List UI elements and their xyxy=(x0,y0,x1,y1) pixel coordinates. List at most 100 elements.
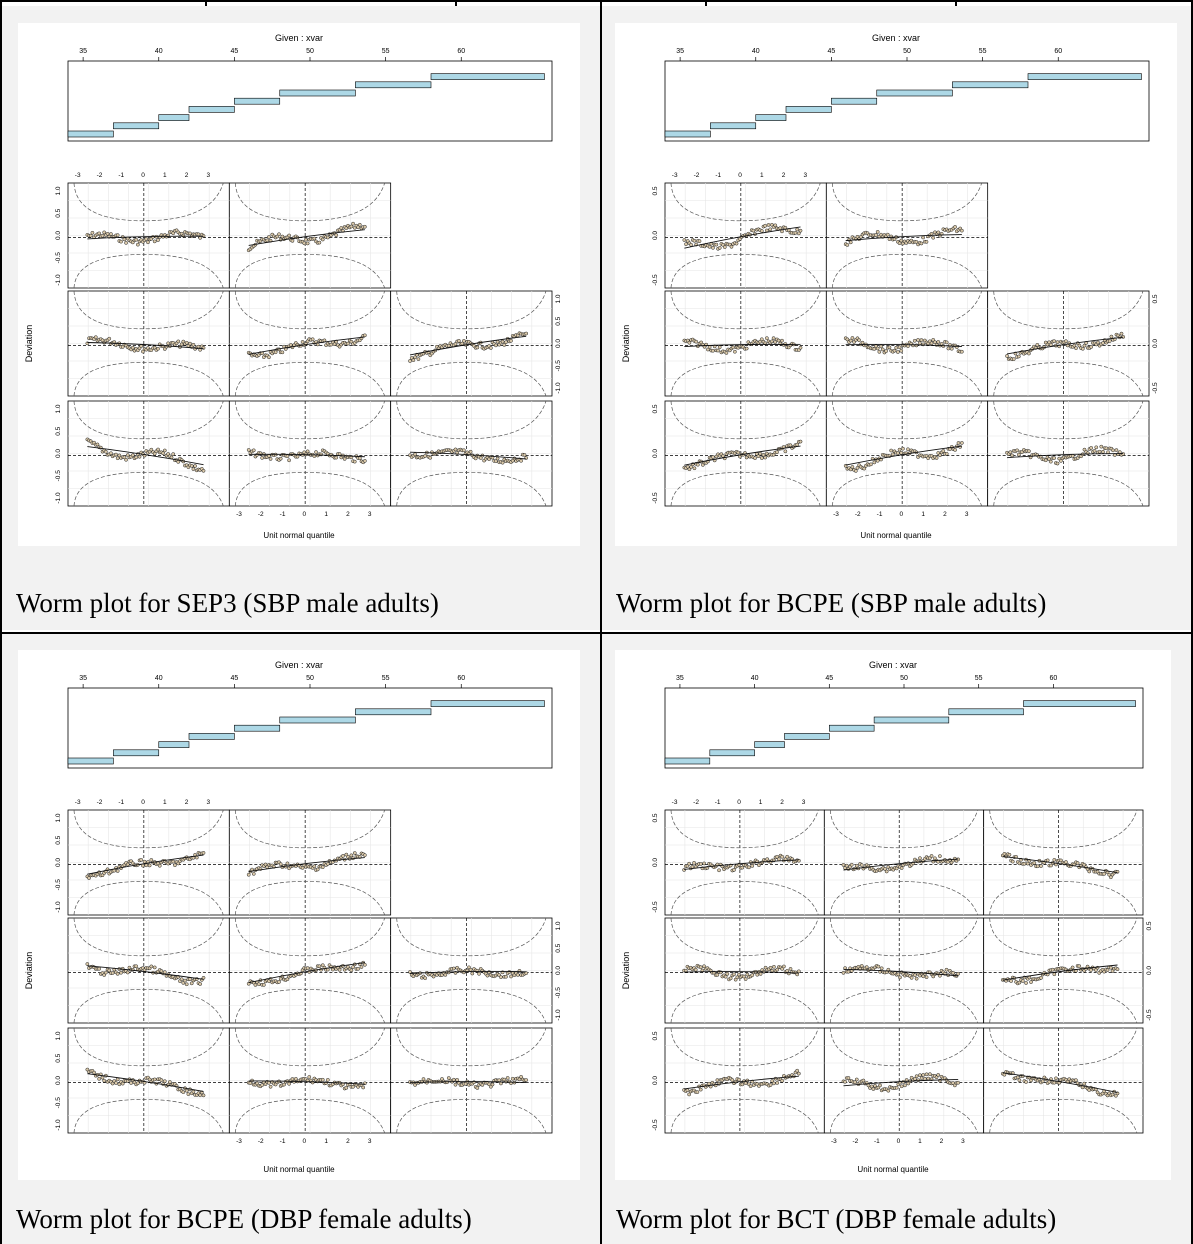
worm-point xyxy=(780,1078,785,1083)
worm-point xyxy=(423,454,428,458)
worm-point xyxy=(918,856,922,861)
worm-point xyxy=(1017,980,1022,985)
panel-x-tick-label: -3 xyxy=(672,172,678,179)
panel-y-tick-label: 0.0 xyxy=(55,449,62,458)
worm-point xyxy=(268,457,273,461)
worm-point xyxy=(287,1081,291,1086)
panel-x-tick-label: -1 xyxy=(715,799,721,806)
panel-y-tick-label: 0.5 xyxy=(652,404,659,413)
given-label: Given : xvar xyxy=(869,660,917,670)
worm-point xyxy=(451,966,456,971)
given-label: Given : xvar xyxy=(872,33,920,43)
worm-point xyxy=(278,862,283,866)
worm-point xyxy=(796,969,801,974)
worm-point xyxy=(737,1077,741,1082)
given-interval-bar xyxy=(876,89,953,97)
panel-x-tick-label: 3 xyxy=(207,172,211,179)
worm-point xyxy=(788,967,793,971)
worm-point xyxy=(149,964,154,969)
panel-x-tick-label: -2 xyxy=(693,799,699,806)
worm-point xyxy=(845,337,850,342)
worm-point xyxy=(1010,453,1014,458)
worm-point xyxy=(134,455,139,460)
panel-y-tick-label: -1.0 xyxy=(55,901,62,913)
given-axis-tick-label: 40 xyxy=(155,675,163,682)
fitted-curve xyxy=(248,453,365,458)
panel-x-tick-label: -3 xyxy=(236,1138,242,1145)
given-interval-bar xyxy=(755,114,787,121)
worm-point xyxy=(107,968,112,973)
worm-point xyxy=(468,967,473,972)
panel-x-tick-label: 0 xyxy=(141,799,145,806)
y-axis-label: Deviation xyxy=(24,952,34,990)
fitted-curve xyxy=(845,445,962,466)
worm-point xyxy=(780,338,784,343)
worm-point xyxy=(901,446,905,451)
worm-point xyxy=(423,976,428,981)
panel-x-tick-label: -1 xyxy=(715,172,721,179)
worm-point xyxy=(936,1073,941,1077)
given-interval-bar xyxy=(67,130,114,138)
worm-point xyxy=(146,240,150,245)
given-axis-tick-label: 35 xyxy=(79,675,87,682)
fitted-curve xyxy=(410,451,527,460)
worm-point xyxy=(846,969,851,974)
worm-point xyxy=(1043,458,1048,463)
confidence-band-lower xyxy=(831,362,982,397)
confidence-band-lower xyxy=(73,989,224,1024)
worm-point xyxy=(775,967,780,972)
worm-point xyxy=(351,1084,355,1089)
worm-point xyxy=(1039,976,1043,980)
worm-point xyxy=(695,1090,700,1094)
worm-point xyxy=(349,224,354,229)
worm-point xyxy=(725,972,730,976)
worm-point xyxy=(253,983,258,987)
worm-point xyxy=(119,970,123,975)
worm-point xyxy=(1009,979,1013,983)
worm-point xyxy=(771,336,776,341)
worm-point xyxy=(141,349,145,354)
worm-point xyxy=(173,863,177,868)
given-interval-bar xyxy=(113,749,160,757)
worm-panel xyxy=(228,809,392,916)
worm-point xyxy=(277,980,281,984)
worm-point xyxy=(845,243,850,247)
worm-point xyxy=(92,1070,96,1075)
worm-point xyxy=(695,462,700,467)
worm-point xyxy=(181,233,186,238)
worm-point xyxy=(743,977,748,981)
worm-point xyxy=(455,1078,460,1082)
worm-point xyxy=(97,1076,101,1081)
worm-point xyxy=(201,468,206,473)
worm-point xyxy=(702,861,706,866)
worm-point xyxy=(507,970,512,974)
worm-panel xyxy=(67,290,230,397)
worm-point xyxy=(134,237,139,242)
worm-point xyxy=(290,238,295,243)
worm-point xyxy=(416,357,421,361)
worm-point xyxy=(1109,875,1113,880)
worm-point xyxy=(509,338,513,343)
worm-point xyxy=(282,1082,286,1087)
confidence-band-lower xyxy=(989,881,1138,916)
worm-point xyxy=(310,337,315,342)
worm-point xyxy=(1010,859,1015,864)
worm-panel xyxy=(228,1027,392,1134)
worm-point xyxy=(796,231,801,236)
given-interval-bar xyxy=(67,757,114,765)
worm-point xyxy=(156,447,160,452)
panel-y-tick-label: -0.5 xyxy=(652,492,659,504)
worm-point xyxy=(246,981,251,986)
worm-point xyxy=(1052,456,1057,460)
panel-y-tick-label: 0.5 xyxy=(652,1031,659,1040)
panel-x-tick-label: -3 xyxy=(75,172,81,179)
worm-point xyxy=(184,1088,189,1093)
given-label: Given : xvar xyxy=(275,33,323,43)
worm-point xyxy=(144,237,149,241)
worm-point xyxy=(1048,342,1053,347)
worm-point xyxy=(1064,860,1068,864)
worm-point xyxy=(130,453,135,458)
worm-point xyxy=(772,964,776,969)
given-interval-bar xyxy=(1027,73,1142,80)
worm-point xyxy=(936,340,941,344)
